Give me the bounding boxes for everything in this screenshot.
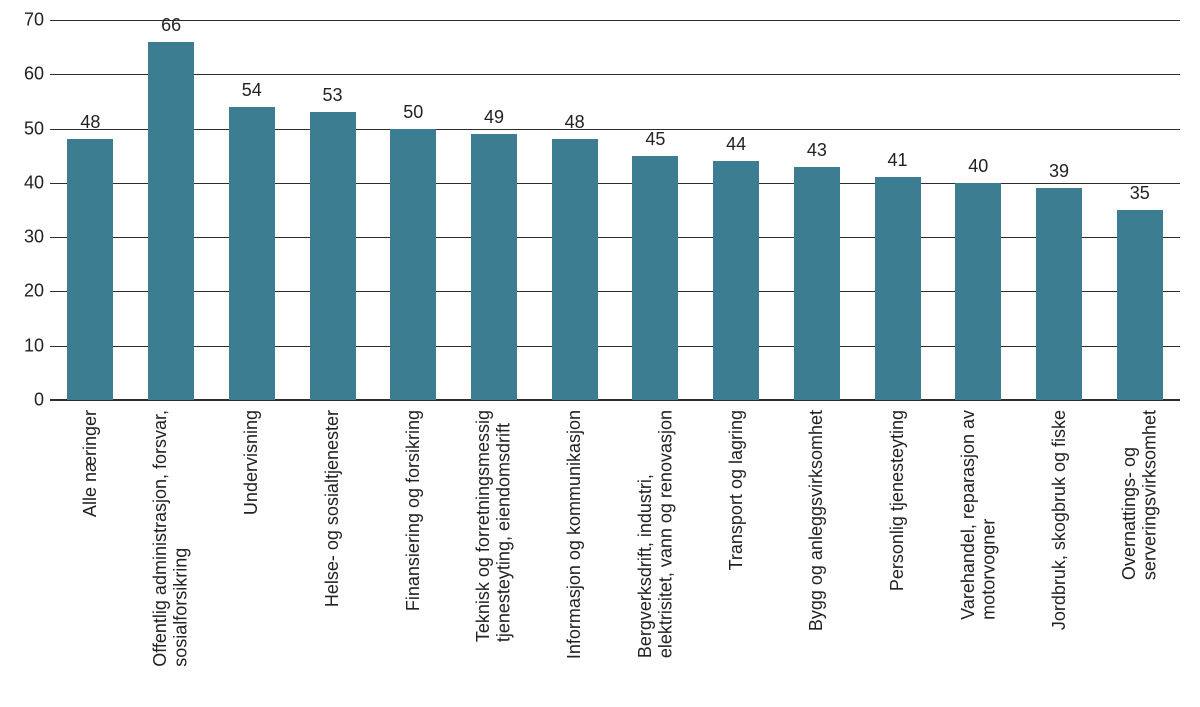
bar: 44 (713, 161, 759, 400)
y-tick-label: 70 (14, 10, 50, 31)
y-tick-label: 20 (14, 281, 50, 302)
bar: 50 (390, 129, 436, 400)
bar-value-label: 48 (80, 112, 100, 133)
y-tick-label: 50 (14, 118, 50, 139)
x-label-slot: Informasjon og kommunikasjon (534, 410, 615, 700)
bar-value-label: 45 (645, 129, 665, 150)
bar-value-label: 53 (323, 85, 343, 106)
x-label-slot: Finansiering og forsikring (373, 410, 454, 700)
bar-slot: 53 (292, 20, 373, 400)
bars-container: 4866545350494845444341403935 (50, 20, 1180, 400)
x-labels-container: Alle næringer Offentlig administrasjon, f… (50, 410, 1180, 700)
bar-value-label: 48 (565, 112, 585, 133)
bar-slot: 48 (534, 20, 615, 400)
bar: 39 (1036, 188, 1082, 400)
y-tick-label: 0 (14, 390, 50, 411)
bar: 40 (955, 183, 1001, 400)
x-label-slot: Teknisk og forretningsmessig tjenesteyti… (454, 410, 535, 700)
bar-value-label: 50 (403, 102, 423, 123)
bar-value-label: 66 (161, 15, 181, 36)
x-category-label: Teknisk og forretningsmessig tjenesteyti… (473, 410, 514, 642)
bar-slot: 45 (615, 20, 696, 400)
bar: 41 (875, 177, 921, 400)
bar-slot: 48 (50, 20, 131, 400)
x-category-label: Bergverksdrift, industri, elektrisitet, … (635, 410, 676, 658)
bar: 48 (67, 139, 113, 400)
bar-slot: 50 (373, 20, 454, 400)
bar-value-label: 35 (1130, 183, 1150, 204)
bar: 49 (471, 134, 517, 400)
x-label-slot: Varehandel, reparasjon av motorvogner (938, 410, 1019, 700)
bar: 54 (229, 107, 275, 400)
bar-value-label: 54 (242, 80, 262, 101)
x-category-label: Overnattings- og serveringsvirksomhet (1119, 410, 1160, 580)
x-label-slot: Transport og lagring (696, 410, 777, 700)
bar-value-label: 40 (968, 156, 988, 177)
plot-area: 4866545350494845444341403935 01020304050… (50, 20, 1180, 400)
bar: 53 (310, 112, 356, 400)
x-label-slot: Offentlig administrasjon, forsvar, sosia… (131, 410, 212, 700)
x-category-label: Personlig tjenesteyting (887, 410, 908, 591)
x-category-label: Finansiering og forsikring (403, 410, 424, 611)
x-label-slot: Overnattings- og serveringsvirksomhet (1099, 410, 1180, 700)
bar: 48 (552, 139, 598, 400)
x-category-label: Helse- og sosialtjenester (322, 410, 343, 607)
x-category-label: Undervisning (241, 410, 262, 515)
x-category-label: Offentlig administrasjon, forsvar, sosia… (150, 410, 191, 667)
x-category-label: Informasjon og kommunikasjon (564, 410, 585, 659)
y-tick-label: 40 (14, 172, 50, 193)
bar-slot: 40 (938, 20, 1019, 400)
bar: 35 (1117, 210, 1163, 400)
bar-slot: 41 (857, 20, 938, 400)
y-tick-label: 60 (14, 64, 50, 85)
x-label-slot: Bygg og anleggsvirksomhet (776, 410, 857, 700)
bar: 45 (632, 156, 678, 400)
bar-slot: 44 (696, 20, 777, 400)
x-category-label: Alle næringer (80, 410, 101, 517)
bar-value-label: 44 (726, 134, 746, 155)
x-label-slot: Alle næringer (50, 410, 131, 700)
y-tick-label: 30 (14, 227, 50, 248)
x-label-slot: Undervisning (211, 410, 292, 700)
bar-slot: 35 (1099, 20, 1180, 400)
bar-slot: 66 (131, 20, 212, 400)
bar-value-label: 43 (807, 140, 827, 161)
bar: 66 (148, 42, 194, 400)
bar-value-label: 49 (484, 107, 504, 128)
bar-chart: 4866545350494845444341403935 01020304050… (10, 10, 1190, 700)
x-label-slot: Jordbruk, skogbruk og fiske (1019, 410, 1100, 700)
bar-slot: 43 (776, 20, 857, 400)
x-category-label: Transport og lagring (726, 410, 747, 570)
gridline (50, 400, 1180, 401)
x-label-slot: Bergverksdrift, industri, elektrisitet, … (615, 410, 696, 700)
x-category-label: Varehandel, reparasjon av motorvogner (958, 410, 999, 620)
bar: 43 (794, 167, 840, 400)
x-label-slot: Helse- og sosialtjenester (292, 410, 373, 700)
y-tick-label: 10 (14, 335, 50, 356)
x-category-label: Bygg og anleggsvirksomhet (806, 410, 827, 631)
x-category-label: Jordbruk, skogbruk og fiske (1049, 410, 1070, 630)
bar-slot: 39 (1019, 20, 1100, 400)
bar-value-label: 39 (1049, 161, 1069, 182)
bar-value-label: 41 (888, 150, 908, 171)
bar-slot: 49 (454, 20, 535, 400)
x-label-slot: Personlig tjenesteyting (857, 410, 938, 700)
bar-slot: 54 (211, 20, 292, 400)
